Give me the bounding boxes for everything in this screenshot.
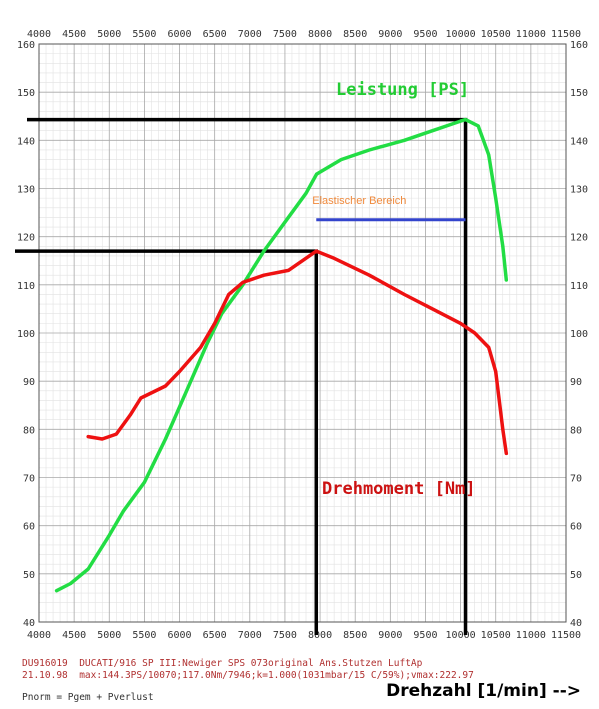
x-tick-label-bottom: 6500: [203, 630, 227, 641]
x-tick-label-top: 4500: [62, 29, 86, 40]
x-tick-label-bottom: 9500: [413, 630, 437, 641]
x-tick-label-top: 6500: [203, 29, 227, 40]
y-tick-label-left: 110: [17, 281, 35, 292]
y-tick-label-left: 150: [17, 88, 35, 99]
x-tick-label-bottom: 7000: [238, 630, 262, 641]
power-series-label: Leistung [PS]: [336, 80, 469, 100]
x-tick-label-top: 5500: [132, 29, 156, 40]
y-tick-label-right: 60: [570, 522, 582, 533]
y-tick-label-right: 110: [570, 281, 588, 292]
x-tick-label-bottom: 4500: [62, 630, 86, 641]
x-tick-label-top: 9500: [413, 29, 437, 40]
x-tick-label-bottom: 5500: [132, 630, 156, 641]
y-tick-label-left: 50: [23, 570, 35, 581]
torque-series-label: Drehmoment [Nm]: [322, 479, 476, 499]
series-lines: [54, 117, 509, 593]
x-tick-label-bottom: 6000: [167, 630, 191, 641]
x-tick-label-top: 4000: [27, 29, 51, 40]
x-tick-label-bottom: 4000: [27, 630, 51, 641]
y-tick-label-left: 100: [17, 329, 35, 340]
x-tick-label-top: 6000: [167, 29, 191, 40]
x-tick-label-top: 8000: [308, 29, 332, 40]
footer-line-3: Pnorm = Pgem + Pverlust: [22, 692, 154, 703]
y-tick-label-right: 50: [570, 570, 582, 581]
x-tick-label-top: 8500: [343, 29, 367, 40]
y-tick-label-right: 120: [570, 233, 588, 244]
x-tick-label-top: 7500: [273, 29, 297, 40]
x-tick-label-bottom: 11500: [551, 630, 581, 641]
x-tick-label-top: 9000: [378, 29, 402, 40]
y-tick-label-right: 160: [570, 40, 588, 51]
y-tick-label-left: 70: [23, 474, 35, 485]
y-tick-label-right: 140: [570, 136, 588, 147]
y-tick-label-left: 60: [23, 522, 35, 533]
grid: [38, 43, 567, 623]
y-tick-label-right: 40: [570, 618, 582, 629]
x-tick-label-top: 10000: [446, 29, 476, 40]
x-tick-label-bottom: 8500: [343, 630, 367, 641]
elastic-range-label: Elastischer Bereich: [312, 195, 406, 207]
x-tick-label-bottom: 10000: [446, 630, 476, 641]
x-tick-label-top: 7000: [238, 29, 262, 40]
x-tick-label-top: 5000: [97, 29, 121, 40]
x-tick-label-bottom: 11000: [516, 630, 546, 641]
y-tick-label-left: 160: [17, 40, 35, 51]
x-tick-label-bottom: 7500: [273, 630, 297, 641]
y-tick-label-left: 130: [17, 185, 35, 196]
y-tick-label-right: 130: [570, 185, 588, 196]
x-tick-label-bottom: 10500: [481, 630, 511, 641]
y-tick-label-left: 40: [23, 618, 35, 629]
y-tick-label-right: 90: [570, 377, 582, 388]
x-tick-label-bottom: 9000: [378, 630, 402, 641]
y-tick-label-left: 80: [23, 425, 35, 436]
y-tick-label-right: 100: [570, 329, 588, 340]
power-curve: [54, 117, 509, 593]
y-tick-label-right: 70: [570, 474, 582, 485]
y-tick-label-right: 80: [570, 425, 582, 436]
x-tick-label-top: 11500: [551, 29, 581, 40]
y-tick-label-left: 90: [23, 377, 35, 388]
y-tick-label-right: 150: [570, 88, 588, 99]
torque-curve: [86, 249, 509, 456]
x-tick-label-bottom: 5000: [97, 630, 121, 641]
x-tick-label-top: 11000: [516, 29, 546, 40]
x-axis-title: Drehzahl [1/min] -->: [386, 681, 581, 701]
y-tick-label-left: 120: [17, 233, 35, 244]
series-labels: Elastischer Bereich Leistung [PS] Drehmome…: [312, 80, 475, 499]
x-tick-label-bottom: 8000: [308, 630, 332, 641]
footer-line-2: 21.10.98 max:144.3PS/10070;117.0Nm/7946;…: [22, 670, 474, 681]
plot-frame: [38, 43, 567, 623]
y-tick-label-left: 140: [17, 136, 35, 147]
footer-line-1: DU916019 DUCATI/916 SP III:Newiger SPS 0…: [22, 658, 423, 669]
tick-labels: 4000 4000 4500 4500 5000 5000 5500 5500 6000 6000…: [17, 29, 588, 641]
x-tick-label-top: 10500: [481, 29, 511, 40]
